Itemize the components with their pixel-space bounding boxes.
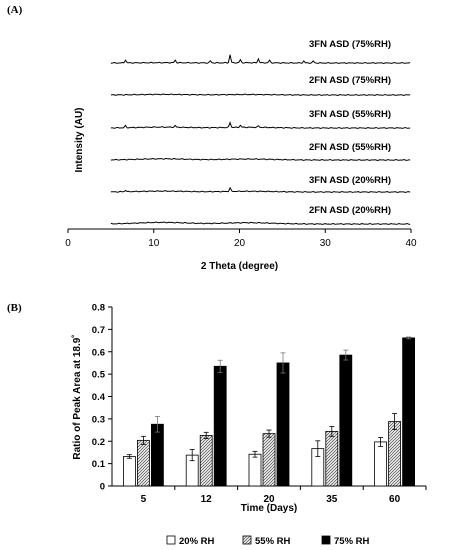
pattern-label: 3FN ASD (55%RH): [309, 109, 391, 120]
bar: [150, 423, 164, 487]
xrd-pattern-line: [110, 186, 411, 193]
bar: [262, 433, 276, 487]
xrd-pattern-line: [110, 221, 411, 225]
legend-swatch: [166, 535, 176, 545]
x-axis-title: 2 Theta (degree): [201, 261, 278, 272]
pattern-label: 3FN ASD (75%RH): [309, 39, 391, 50]
x-tick-label: 40: [405, 238, 417, 249]
pattern-label: 3FN ASD (20%RH): [309, 175, 391, 186]
y-tick-label: 0.6: [92, 347, 105, 358]
xrd-pattern-line: [110, 121, 411, 129]
x-axis-title: Time (Days): [241, 503, 298, 514]
x-tick-label: 20: [234, 238, 246, 249]
x-tick-label: 35: [326, 494, 338, 505]
pattern-label: 2FN ASD (20%RH): [309, 205, 391, 216]
x-tick-label: 12: [201, 494, 213, 505]
bar: [325, 431, 339, 487]
bar: [123, 456, 136, 487]
y-tick-label: 0.1: [92, 459, 106, 470]
xrd-pattern-chart: 0 10 20 30 40 2 Theta (degree) Intensity (AU) 3…: [65, 39, 417, 272]
bar: [374, 441, 388, 487]
legend-label: 75% RH: [334, 536, 370, 547]
x-tick-label: 30: [320, 238, 332, 249]
y-axis-title: Ratio of Peak Area at 18.9˚: [71, 334, 83, 459]
bar: [248, 453, 262, 487]
y-tick-label: 0.4: [92, 392, 106, 403]
bar: [136, 439, 150, 487]
y-tick-label: 0: [100, 482, 105, 493]
x-tick-label: 0: [65, 238, 71, 249]
x-tick-label: 5: [141, 494, 147, 505]
bar: [339, 354, 353, 487]
panel-b-label: (B): [7, 302, 22, 314]
y-tick-label: 0.7: [92, 325, 105, 336]
x-tick-label: 20: [263, 494, 275, 505]
x-tick-label: 10: [148, 238, 160, 249]
xrd-pattern-line: [110, 93, 411, 96]
bar: [388, 421, 402, 487]
panel-a-label: (A): [7, 4, 23, 16]
bar: [402, 337, 416, 487]
legend-swatch: [242, 535, 252, 545]
y-tick-label: 0.2: [92, 437, 105, 448]
x-tick-label: 60: [389, 494, 401, 505]
xrd-pattern-line: [110, 158, 411, 161]
bar: [276, 362, 290, 487]
y-tick-label: 0.3: [92, 414, 105, 425]
pattern-label: 2FN ASD (75%RH): [309, 75, 391, 86]
legend-swatch: [321, 535, 331, 545]
bar: [213, 365, 227, 487]
y-axis-title: Intensity (AU): [74, 108, 85, 173]
bar: [199, 435, 213, 487]
legend-label: 20% RH: [179, 536, 215, 547]
xrd-pattern-line: [110, 54, 411, 64]
y-tick-label: 0.8: [92, 303, 105, 314]
y-tick-label: 0.5: [92, 370, 106, 381]
legend-label: 55% RH: [255, 536, 291, 547]
pattern-label: 2FN ASD (55%RH): [309, 142, 391, 153]
